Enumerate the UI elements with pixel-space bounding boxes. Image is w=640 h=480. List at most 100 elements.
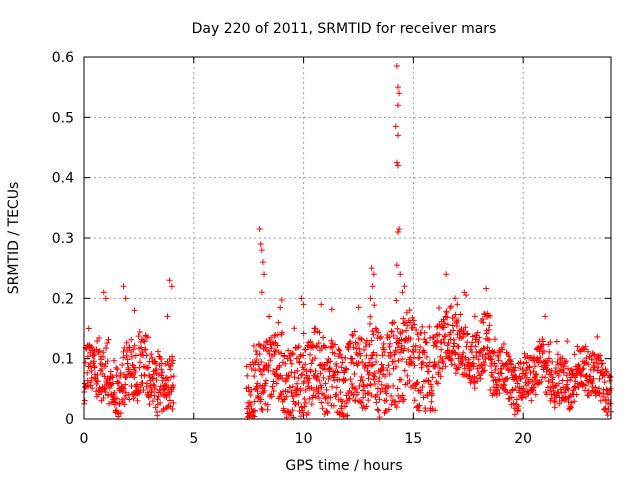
data-point: [371, 302, 378, 309]
data-point: [328, 306, 335, 313]
data-point: [394, 344, 401, 351]
data-point: [359, 377, 366, 384]
data-point: [474, 329, 481, 336]
y-tick-label: 0.5: [52, 110, 74, 126]
data-point: [154, 396, 161, 403]
data-point: [480, 359, 487, 366]
data-point: [486, 337, 493, 344]
data-point: [355, 360, 362, 367]
data-point: [295, 375, 302, 382]
data-point: [367, 313, 374, 320]
data-point: [387, 353, 394, 360]
data-point: [253, 357, 260, 364]
data-point: [123, 352, 130, 359]
data-point: [136, 329, 143, 336]
data-point: [419, 383, 426, 390]
data-point: [91, 363, 98, 370]
data-point: [84, 369, 91, 376]
data-point: [452, 350, 459, 357]
data-point: [575, 361, 582, 368]
data-point: [256, 225, 263, 232]
data-point: [440, 316, 447, 323]
data-point: [122, 295, 129, 302]
data-point: [354, 340, 361, 347]
data-point: [501, 382, 508, 389]
data-point: [519, 394, 526, 401]
data-point: [367, 295, 374, 302]
data-point: [487, 312, 494, 319]
data-point: [395, 84, 402, 91]
data-point: [386, 371, 393, 378]
data-point: [320, 334, 327, 341]
data-point: [390, 332, 397, 339]
data-point: [383, 390, 390, 397]
data-point: [450, 336, 457, 343]
data-point: [277, 304, 284, 311]
data-point: [421, 349, 428, 356]
data-point: [488, 362, 495, 369]
data-point: [361, 346, 368, 353]
data-point: [515, 403, 522, 410]
data-point: [420, 348, 427, 355]
data-point: [244, 372, 251, 379]
data-point: [554, 351, 561, 358]
data-point: [494, 386, 501, 393]
data-point: [294, 344, 301, 351]
data-point: [339, 359, 346, 366]
data-point: [135, 333, 142, 340]
data-point: [305, 379, 312, 386]
data-point: [267, 357, 274, 364]
data-point: [287, 357, 294, 364]
data-point: [96, 335, 103, 342]
data-point: [375, 407, 382, 414]
data-point: [331, 350, 338, 357]
data-point: [454, 343, 461, 350]
data-point: [260, 365, 267, 372]
data-point: [159, 377, 166, 384]
y-tick-label: 0.3: [52, 231, 74, 247]
data-point: [390, 382, 397, 389]
data-point: [393, 297, 400, 304]
data-point: [552, 399, 559, 406]
data-point: [453, 322, 460, 329]
data-point: [343, 366, 350, 373]
x-tick-label: 0: [80, 431, 89, 447]
data-point: [257, 343, 264, 350]
data-point: [512, 364, 519, 371]
data-point: [450, 327, 457, 334]
data-point: [257, 241, 264, 248]
data-point: [331, 371, 338, 378]
data-point: [157, 399, 164, 406]
data-point: [333, 362, 340, 369]
data-point: [337, 389, 344, 396]
data-point: [368, 392, 375, 399]
data-point: [169, 353, 176, 360]
data-point: [517, 359, 524, 366]
data-point: [397, 349, 404, 356]
data-point: [436, 304, 443, 311]
data-point: [308, 401, 315, 408]
data-point: [452, 295, 459, 302]
data-point: [346, 395, 353, 402]
data-point: [413, 326, 420, 333]
data-point: [495, 357, 502, 364]
data-point: [505, 353, 512, 360]
data-point: [91, 364, 98, 371]
data-point: [248, 387, 255, 394]
data-point: [463, 292, 470, 299]
data-point: [82, 359, 89, 366]
data-point: [454, 301, 461, 308]
data-point: [411, 362, 418, 369]
data-point: [351, 370, 358, 377]
data-point: [274, 342, 281, 349]
data-point: [585, 361, 592, 368]
data-point: [605, 396, 612, 403]
data-point: [111, 394, 118, 401]
data-point: [578, 371, 585, 378]
data-point: [455, 364, 462, 371]
data-point: [417, 344, 424, 351]
data-point: [511, 367, 518, 374]
data-point: [120, 385, 127, 392]
data-point: [446, 347, 453, 354]
data-point: [298, 295, 305, 302]
